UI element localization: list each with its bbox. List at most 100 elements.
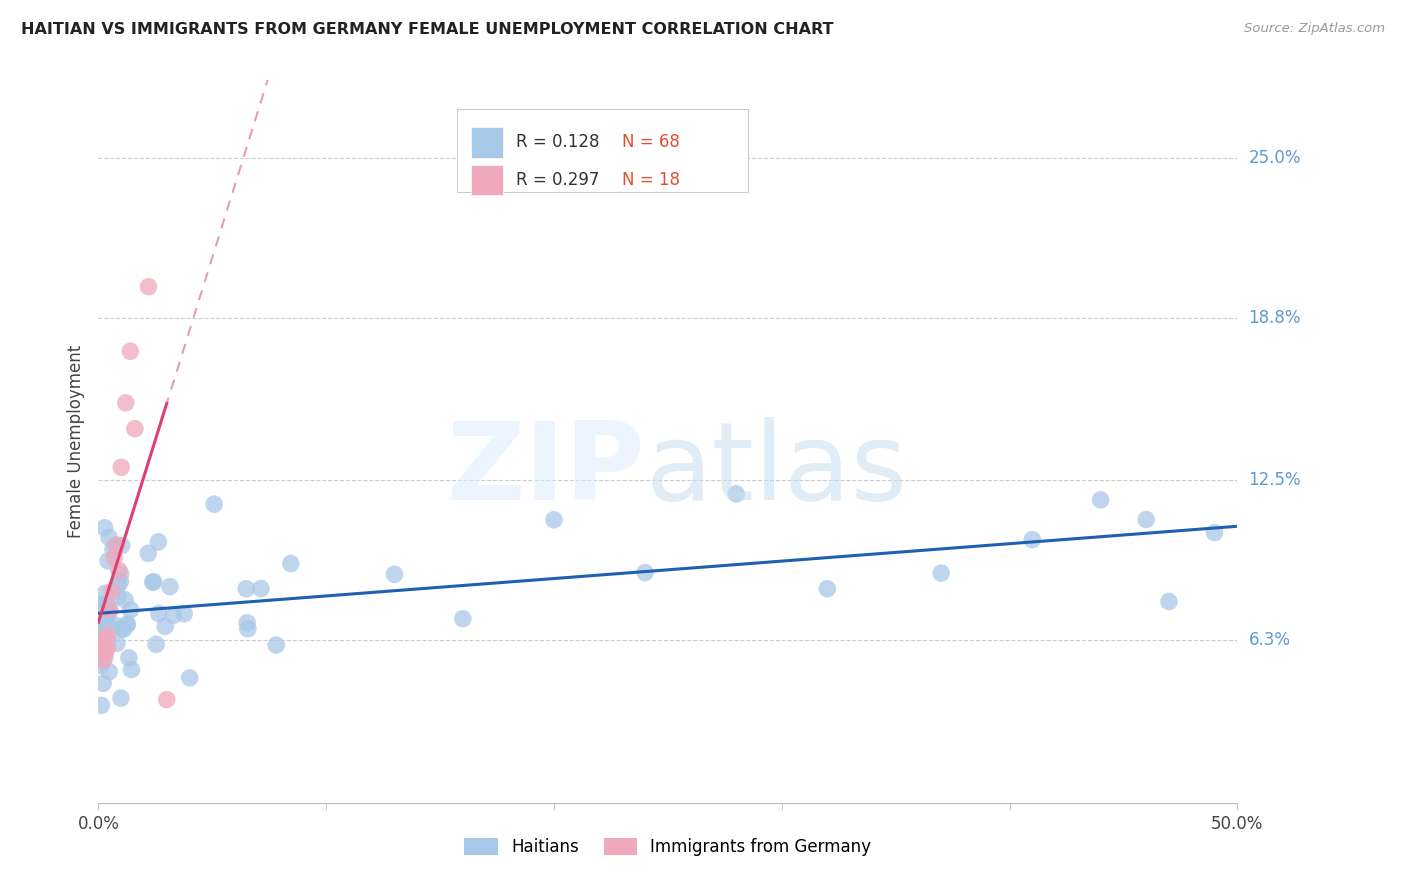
Point [118, 650, 141, 665]
Point [101, 542, 124, 557]
Point [725, 487, 748, 501]
Text: atlas: atlas [645, 417, 907, 524]
Point [1021, 533, 1043, 547]
Point [1090, 492, 1112, 507]
Point [93, 521, 115, 535]
Point [120, 663, 142, 677]
Text: 6.3%: 6.3% [1249, 632, 1291, 649]
Point [96, 628, 118, 642]
Point [96, 614, 118, 628]
Point [110, 574, 132, 589]
Point [202, 497, 225, 511]
Point [90, 597, 112, 611]
Point [110, 460, 132, 475]
Text: 18.8%: 18.8% [1249, 309, 1301, 326]
Point [93, 626, 115, 640]
Point [815, 582, 838, 596]
Point [124, 422, 146, 436]
Point [90, 698, 112, 713]
Text: N = 68: N = 68 [623, 134, 681, 152]
Point [98, 530, 121, 544]
Point [280, 557, 302, 571]
Point [94, 598, 117, 612]
Point [120, 603, 142, 617]
Point [111, 622, 134, 636]
Point [159, 580, 181, 594]
Point [103, 618, 125, 632]
Point [112, 622, 135, 636]
Point [110, 566, 132, 581]
Point [142, 575, 165, 590]
Point [179, 671, 201, 685]
Point [142, 574, 165, 589]
Point [104, 539, 127, 553]
Point [111, 539, 134, 553]
Point [98, 602, 121, 616]
Point [94, 646, 117, 660]
Point [91, 654, 114, 668]
FancyBboxPatch shape [471, 128, 503, 158]
Point [929, 566, 952, 580]
Text: 12.5%: 12.5% [1249, 471, 1301, 489]
Point [156, 692, 179, 706]
Point [91, 640, 114, 655]
Text: HAITIAN VS IMMIGRANTS FROM GERMANY FEMALE UNEMPLOYMENT CORRELATION CHART: HAITIAN VS IMMIGRANTS FROM GERMANY FEMAL… [21, 22, 834, 37]
Point [148, 534, 170, 549]
Point [96, 599, 118, 613]
Point [94, 651, 117, 665]
Legend: Haitians, Immigrants from Germany: Haitians, Immigrants from Germany [457, 831, 879, 863]
Point [148, 607, 170, 621]
Point [138, 279, 160, 293]
Point [115, 618, 138, 632]
Point [97, 554, 120, 568]
FancyBboxPatch shape [457, 109, 748, 193]
Point [107, 578, 129, 592]
Point [94, 586, 117, 600]
Point [1135, 512, 1157, 526]
Point [1204, 525, 1226, 540]
Point [90, 646, 112, 660]
Text: N = 18: N = 18 [623, 170, 681, 189]
Point [236, 615, 259, 630]
Point [1157, 594, 1180, 608]
Point [117, 617, 139, 632]
Point [94, 615, 117, 630]
Point [91, 676, 114, 690]
Point [120, 344, 142, 359]
Point [250, 582, 273, 596]
Point [264, 638, 287, 652]
Y-axis label: Female Unemployment: Female Unemployment [66, 345, 84, 538]
Point [96, 640, 118, 655]
Text: 25.0%: 25.0% [1249, 149, 1301, 167]
Point [91, 615, 114, 629]
Point [114, 592, 136, 607]
Point [236, 622, 259, 636]
Point [98, 605, 121, 619]
Text: ZIP: ZIP [447, 417, 645, 524]
Point [451, 612, 474, 626]
Point [384, 567, 406, 582]
Point [90, 624, 112, 639]
Point [173, 607, 195, 621]
Point [107, 590, 129, 604]
Point [91, 627, 114, 641]
FancyBboxPatch shape [471, 165, 503, 195]
Point [103, 550, 125, 565]
Point [98, 665, 121, 679]
Point [97, 633, 120, 648]
Text: R = 0.297: R = 0.297 [516, 170, 600, 189]
Point [101, 584, 124, 599]
Point [105, 538, 128, 552]
Point [114, 396, 136, 410]
Point [634, 566, 657, 580]
Text: R = 0.128: R = 0.128 [516, 134, 600, 152]
Point [136, 546, 159, 560]
Point [153, 619, 176, 633]
Point [110, 691, 132, 706]
Point [145, 637, 167, 651]
Point [543, 513, 565, 527]
Point [162, 608, 184, 623]
Point [235, 582, 257, 596]
Point [90, 658, 112, 673]
Point [105, 636, 128, 650]
